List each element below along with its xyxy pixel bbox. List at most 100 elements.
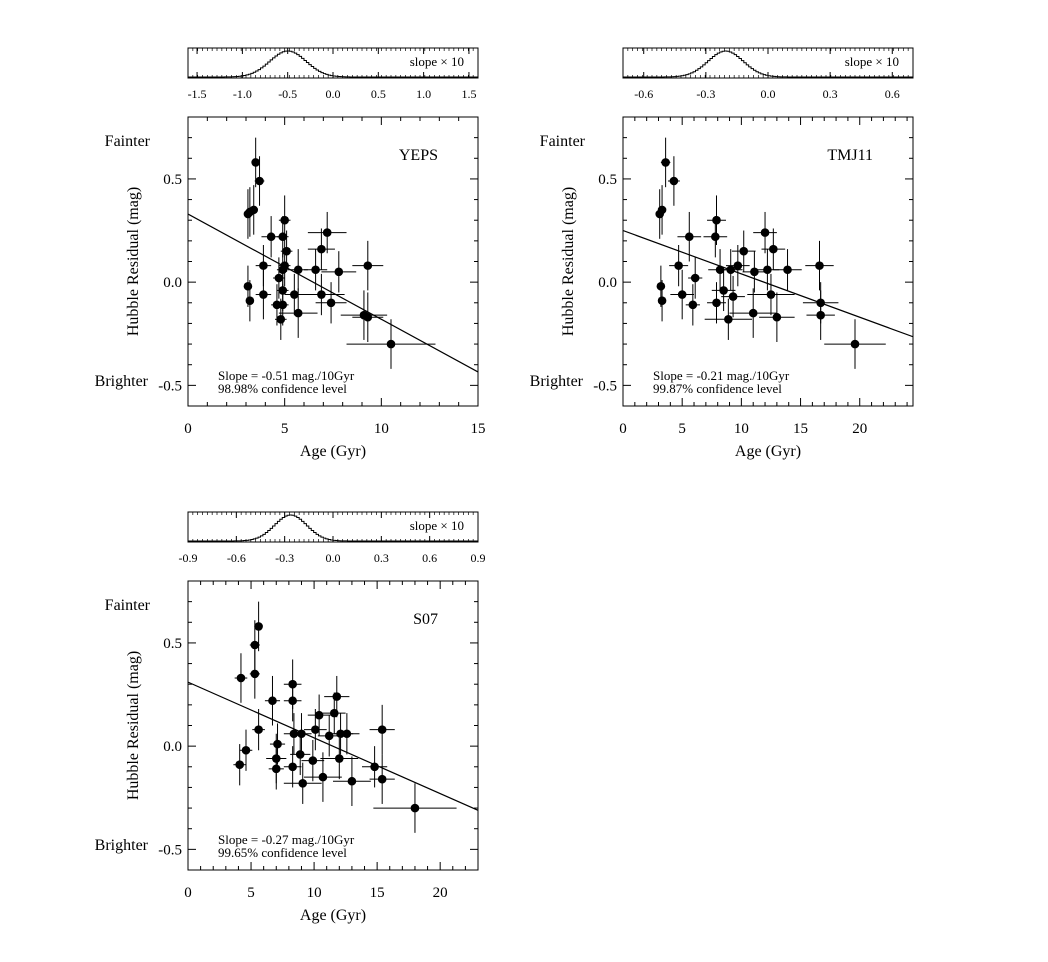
point-marker [293,308,303,318]
data-point [806,290,835,340]
point-marker [254,622,263,631]
data-point [307,211,347,254]
data-point [729,288,777,338]
data-point [245,280,255,322]
point-marker [783,265,792,275]
inset-tick-label: 0.5 [371,87,386,101]
data-point [805,240,834,291]
data-point [761,228,786,270]
point-marker [690,273,700,283]
inset-tick-label: -0.6 [227,551,246,565]
inset-tick-label: 1.0 [416,87,431,101]
inset-tick-label: 0.0 [761,87,776,101]
data-point [340,290,388,340]
y-tick-label: 0.5 [163,172,182,188]
data-point [233,744,246,786]
slope-text: Slope = -0.51 mag./10Gyr [218,368,355,383]
point-marker [769,244,778,254]
brighter-label: Brighter [530,373,584,390]
data-point [655,189,664,239]
y-tick-label: -0.5 [158,842,182,858]
x-tick-label: 0 [184,885,192,901]
x-tick-label: 10 [307,885,322,901]
data-point [291,713,312,755]
data-point [707,282,726,324]
inset-tick-label: 0.3 [823,87,838,101]
y-tick-label: -0.5 [593,378,617,394]
point-marker [311,265,320,275]
slope-distribution-curve [188,514,478,542]
point-marker [254,725,263,734]
inset-tick-label: -0.6 [634,87,653,101]
data-point [369,754,395,804]
data-point [670,269,695,320]
point-marker [288,762,297,772]
data-point [753,211,777,254]
plot-area [188,137,478,373]
data-point [283,680,302,722]
inset-tick-label: -0.5 [278,87,297,101]
x-tick-label: 0 [184,421,192,437]
point-marker [326,298,336,308]
point-marker [661,158,670,167]
inset-tick-label: 0.6 [422,551,437,565]
data-point [362,746,388,788]
data-point [747,273,795,316]
fainter-label: Fainter [540,133,586,150]
slope-inset: -1.5 -1.0 -0.5 0.0 0.5 1.0 1.5 slope × 10 [187,47,479,101]
plot-area [623,137,913,369]
data-point [759,292,795,343]
panel-tmj11: -0.6 -0.3 0.0 0.3 0.6 slope × 10 0 5 10 15 20 0.5 0.… [530,47,914,460]
brighter-label: Brighter [95,373,149,390]
inset-tick-label: 0.3 [374,551,389,565]
point-marker [712,215,721,225]
inset-tick-label: 1.5 [461,87,476,101]
data-point [669,244,689,287]
x-tick-label: 5 [281,421,289,437]
data-point [704,298,753,340]
x-tick-label: 20 [852,421,867,437]
fainter-label: Fainter [105,133,151,150]
point-marker [728,292,738,301]
y-axis-label: Hubble Residual (mag) [125,651,142,800]
data-point [255,269,272,320]
point-marker [273,739,282,749]
y-tick-label: -0.5 [158,378,182,394]
x-axis-label: Age (Gyr) [300,443,366,460]
point-marker [322,228,332,237]
panel-s07: -0.9 -0.6 -0.3 0.0 0.3 0.6 0.9 slope × 10 0 5 10 15… [95,511,486,924]
x-tick-label: 15 [471,421,486,437]
x-tick-label: 15 [793,421,808,437]
point-marker [816,310,825,320]
point-marker [308,756,318,765]
point-marker [324,731,334,741]
y-tick-label: 0.0 [598,275,617,291]
point-marker [293,265,303,275]
slope-inset: -0.6 -0.3 0.0 0.3 0.6 slope × 10 [622,47,914,101]
point-marker [342,729,352,739]
data-point [307,228,335,270]
point-marker [317,244,326,254]
data-point [317,715,341,757]
point-marker [674,261,683,270]
data-point [718,249,743,291]
inset-tick-label: -1.0 [233,87,252,101]
point-marker [410,803,420,813]
data-point [685,284,700,326]
point-marker [317,290,326,299]
slope-distribution-curve [188,50,478,78]
point-marker [250,640,260,650]
point-marker [271,764,281,774]
inset-tick-label: -1.5 [188,87,207,101]
point-marker [750,267,759,277]
point-marker [251,158,260,167]
x-axis-label: Age (Gyr) [300,907,366,924]
y-tick-label: 0.0 [163,739,182,755]
x-axis-label: Age (Gyr) [735,443,801,460]
point-marker [347,776,357,786]
data-point [304,708,327,751]
y-axis-label: Hubble Residual (mag) [125,187,142,336]
point-marker [266,232,276,242]
data-point [742,251,767,293]
data-point [301,739,325,782]
